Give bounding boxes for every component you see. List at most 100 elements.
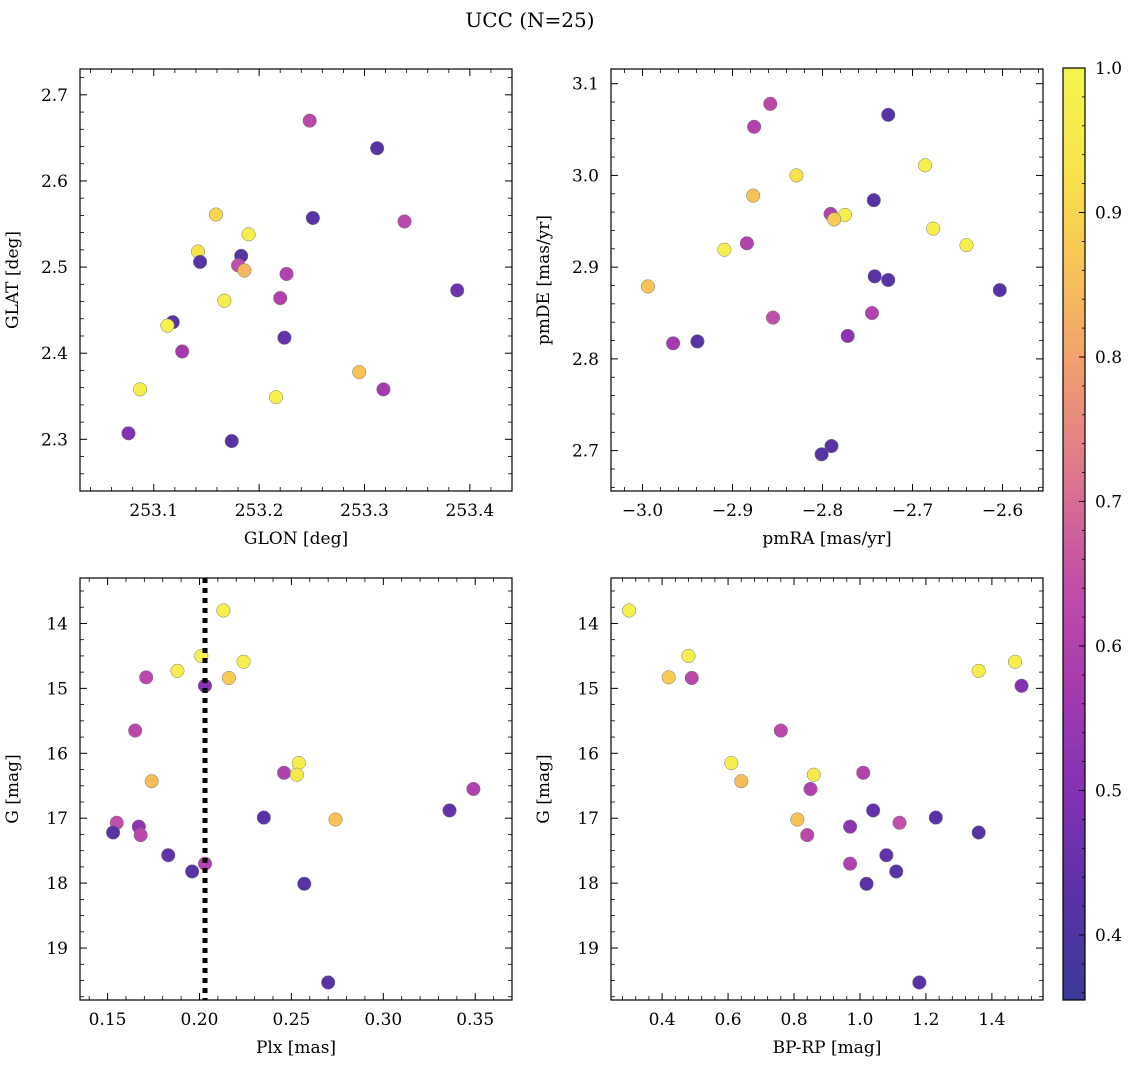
data-point	[843, 856, 858, 871]
data-point	[466, 781, 481, 797]
x-tick-label: 0.8	[780, 1010, 807, 1030]
data-point	[450, 283, 465, 298]
data-point	[790, 812, 805, 827]
data-point	[170, 663, 185, 678]
data-point	[279, 266, 294, 282]
x-tick-label: −2.9	[712, 501, 753, 521]
data-point	[690, 334, 705, 349]
x-axis-label: pmRA [mas/yr]	[762, 529, 891, 549]
y-tick-label: 15	[46, 679, 68, 699]
data-point	[237, 263, 252, 278]
y-tick-label: 17	[577, 809, 599, 829]
data-point	[185, 864, 200, 879]
x-tick-label: 253.1	[129, 501, 178, 521]
data-point	[763, 96, 778, 111]
y-tick-label: 18	[46, 874, 68, 894]
data-point	[971, 663, 986, 678]
data-point	[912, 975, 927, 990]
data-point	[747, 119, 762, 134]
panel-pmra-pmde: −3.0 −2.9 −2.8 −2.7 −2.6 2.7 2.8 2.9 3.0 3.1 pmRA …	[534, 68, 1044, 549]
x-tick-label: 0.15	[89, 1010, 127, 1030]
data-point	[277, 765, 292, 780]
data-point	[376, 382, 391, 397]
data-point	[289, 767, 304, 782]
colorbar-tick-label: 0.7	[1095, 492, 1122, 512]
colorbar-tick-label: 0.9	[1095, 203, 1122, 223]
data-point	[926, 221, 941, 236]
data-point	[328, 812, 343, 827]
data-point	[918, 158, 933, 173]
data-point	[193, 254, 208, 269]
data-point	[827, 212, 842, 227]
plot-frame	[610, 68, 1044, 492]
colorbar-tick-label: 0.5	[1095, 781, 1122, 801]
data-point	[800, 828, 815, 843]
data-point	[640, 279, 655, 294]
data-point	[217, 293, 232, 308]
data-point	[889, 864, 904, 879]
data-point	[302, 113, 317, 128]
x-axis-label: BP-RP [mag]	[773, 1038, 882, 1058]
data-point	[160, 318, 175, 333]
data-point	[256, 810, 271, 825]
y-tick-label: 3.0	[572, 166, 599, 186]
y-tick-label: 16	[46, 744, 68, 764]
y-tick-label: 2.7	[41, 86, 68, 106]
data-point	[814, 447, 829, 462]
data-point	[133, 382, 148, 397]
data-point	[866, 803, 881, 818]
data-point	[765, 310, 781, 325]
data-point	[352, 365, 367, 380]
data-point	[321, 975, 336, 990]
data-point	[277, 330, 292, 345]
x-tick-label: −2.6	[982, 501, 1023, 521]
plot-frame	[610, 577, 1044, 1001]
data-point	[971, 825, 986, 840]
data-point	[666, 336, 681, 351]
data-point	[370, 141, 385, 156]
x-tick-label: −2.7	[892, 501, 933, 521]
data-point	[128, 723, 143, 738]
x-tick-label: 253.2	[235, 501, 284, 521]
y-tick-label: 18	[577, 874, 599, 894]
data-point	[681, 648, 696, 663]
colorbar: 0.4 0.5 0.6 0.7 0.8 0.9 1.0	[1062, 59, 1122, 1001]
data-point	[866, 193, 881, 208]
colorbar-tick-label: 1.0	[1095, 59, 1122, 79]
x-tick-label: 0.35	[456, 1010, 494, 1030]
data-point	[717, 242, 732, 257]
data-point	[803, 781, 818, 797]
y-axis-label: G [mag]	[3, 754, 23, 823]
y-tick-label: 19	[46, 939, 68, 959]
y-tick-label: 15	[577, 679, 599, 699]
x-tick-label: 0.20	[181, 1010, 219, 1030]
data-point	[216, 603, 231, 618]
data-point	[144, 774, 159, 789]
panels: 253.1 253.2 253.3 253.4 2.3 2.4 2.5 2.6 2.7 GLON …	[3, 68, 1044, 1058]
data-point	[739, 236, 754, 251]
data-point	[992, 283, 1007, 298]
panel-plx-g: 0.15 0.20 0.25 0.30 0.35 14 15 16 17 18 19 Plx [mas…	[3, 577, 513, 1058]
x-axis-label: GLON [deg]	[244, 529, 348, 549]
y-tick-label: 2.6	[41, 172, 68, 192]
x-tick-label: 253.3	[340, 501, 389, 521]
x-tick-label: 0.30	[364, 1010, 402, 1030]
y-tick-label: 2.5	[41, 258, 68, 278]
colorbar-tick-label: 0.8	[1095, 348, 1122, 368]
data-point	[867, 269, 882, 284]
data-point	[622, 603, 637, 618]
figure-title: UCC (N=25)	[465, 8, 594, 32]
x-tick-label: 1.2	[912, 1010, 939, 1030]
y-tick-label: 14	[577, 614, 599, 634]
x-tick-label: 0.4	[649, 1010, 676, 1030]
data-point	[864, 305, 880, 321]
y-axis-label: GLAT [deg]	[3, 231, 23, 329]
plot-frame	[79, 68, 513, 492]
data-point	[161, 848, 176, 863]
data-point	[224, 433, 239, 449]
data-point	[806, 767, 821, 782]
data-point	[856, 765, 871, 780]
y-tick-label: 2.9	[572, 258, 599, 278]
y-tick-label: 17	[46, 809, 68, 829]
data-point	[661, 670, 676, 685]
